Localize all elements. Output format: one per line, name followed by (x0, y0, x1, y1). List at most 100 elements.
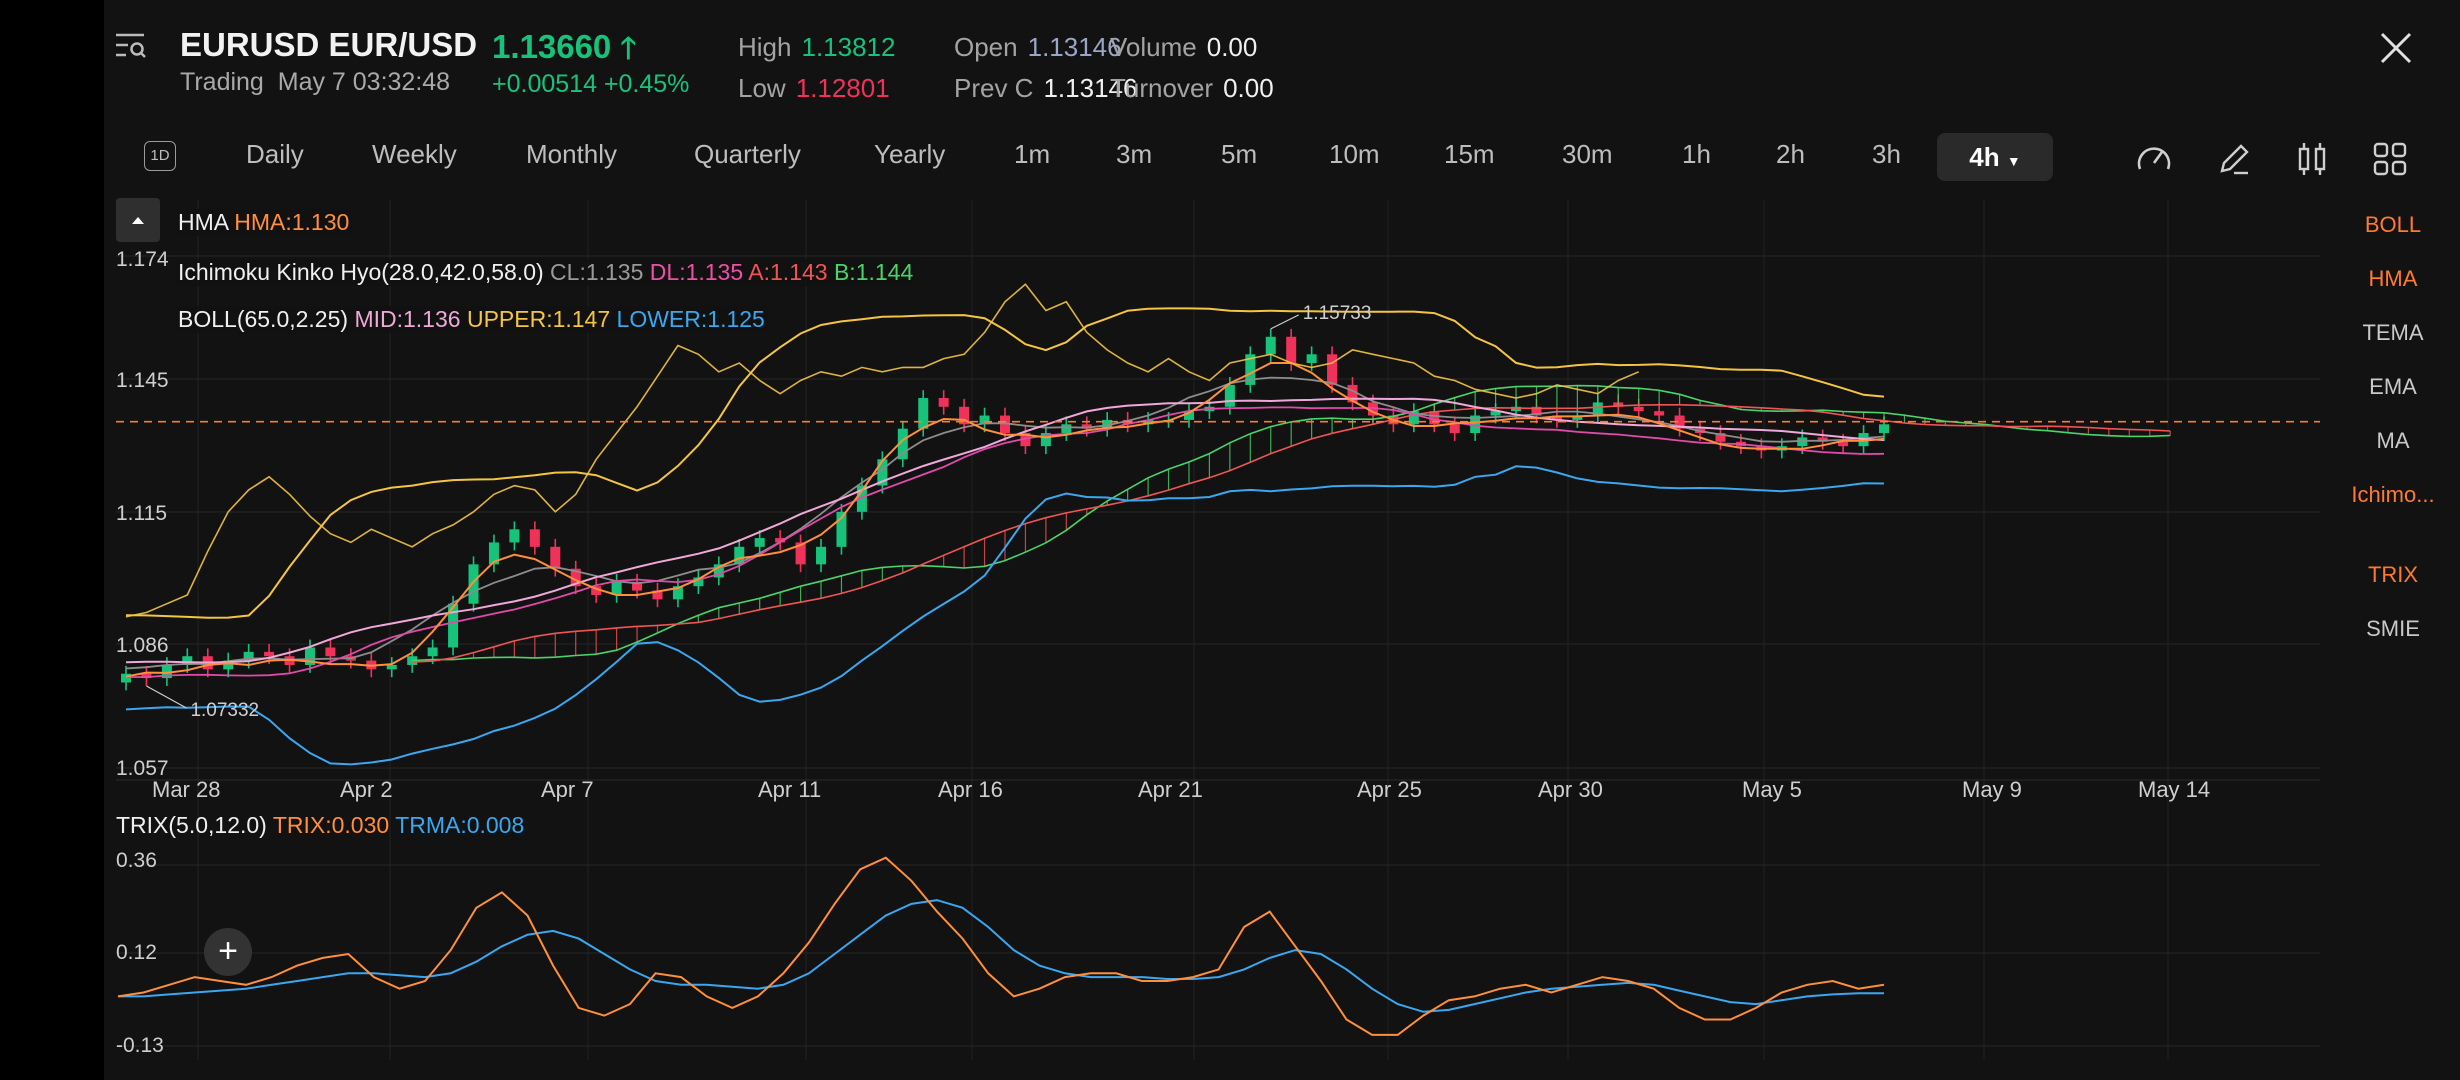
boll-mid-line (125, 397, 1885, 664)
ichimoku-b: B:1.144 (833, 259, 914, 285)
trading-status: Trading May 7 03:32:48 (180, 68, 450, 97)
change-value: +0.00514 (492, 70, 597, 98)
price-chart[interactable]: 1.15733 1.07332 (104, 0, 2460, 1080)
ichimoku-span-a (412, 384, 2171, 662)
tab-30m[interactable]: 30m (1562, 139, 1613, 169)
candle-body (141, 673, 152, 679)
tab-4h-label: 4h (1969, 142, 2000, 172)
max-price-annotation: 1.15733 (1303, 303, 1372, 324)
symbol-title: EURUSD EUR/USD (180, 26, 478, 63)
candle-body (672, 586, 683, 600)
indicator-smie[interactable]: SMIE (2366, 616, 2420, 641)
candle-body (816, 546, 827, 565)
candle-body (1306, 354, 1317, 364)
ichimoku-a: A:1.143 (748, 259, 828, 285)
candle-body (448, 603, 459, 648)
tab-2h[interactable]: 2h (1776, 139, 1805, 169)
ichimoku-cl: CL:1.135 (550, 259, 644, 285)
candle-icon[interactable] (2292, 139, 2332, 179)
indicator-hma[interactable]: HMA (2368, 266, 2418, 291)
tab-monthly[interactable]: Monthly (526, 139, 618, 169)
tab-weekly[interactable]: Weekly (372, 139, 457, 169)
candle-body (529, 529, 540, 547)
candle-body (1000, 415, 1010, 434)
candle-body (734, 546, 745, 565)
tab-1m[interactable]: 1m (1014, 139, 1051, 169)
tab-15m[interactable]: 15m (1444, 139, 1495, 169)
trix-value: TRIX:0.030 (272, 812, 390, 838)
candle-body (386, 664, 397, 670)
candle-body (1511, 406, 1522, 412)
tab-4h-active[interactable]: 4h ▼ (1937, 133, 2053, 181)
ichimoku-span-b (412, 404, 2171, 663)
ichimoku-base-line (125, 406, 1885, 679)
chart-app: EURUSD EUR/USD Trading May 7 03:32:48 1.… (104, 0, 2460, 1080)
candle-body (550, 546, 561, 569)
up-arrow-icon: 🡑 (620, 32, 637, 65)
x-tick-label: Apr 21 (1138, 777, 1203, 802)
candle-body (427, 647, 438, 657)
indicator-boll[interactable]: BOLL (2364, 212, 2422, 237)
grid-icon[interactable] (2370, 139, 2410, 179)
stat-open: Open 1.13146 (954, 32, 1122, 63)
candle-body (264, 651, 275, 657)
indicator-trix[interactable]: TRIX (2367, 562, 2419, 587)
indicator-ma[interactable]: MA (2376, 428, 2410, 453)
tab-daily[interactable]: Daily (246, 139, 304, 169)
ichimoku-legend: Ichimoku Kinko Hyo(28.0,42.0,58.0) CL:1.… (176, 259, 916, 286)
candle-body (1040, 433, 1051, 447)
hma-value: HMA:1.130 (234, 209, 350, 235)
tab-5m[interactable]: 5m (1221, 139, 1258, 169)
y-tick-label: 1.174 (116, 248, 169, 271)
collapse-indicators-button[interactable] (116, 198, 160, 242)
candle-body (938, 398, 949, 407)
max-annotation-leader (1270, 314, 1300, 330)
stat-prevc: Prev C 1.13146 (954, 73, 1137, 104)
tab-3m[interactable]: 3m (1116, 139, 1153, 169)
x-tick-label: Apr 25 (1357, 777, 1422, 802)
x-tick-label: May 9 (1962, 777, 2022, 802)
tab-3h[interactable]: 3h (1872, 139, 1901, 169)
candle-body (121, 673, 131, 683)
tab-10m[interactable]: 10m (1329, 139, 1380, 169)
candle-body (836, 511, 847, 547)
hma-name: HMA (178, 209, 228, 235)
x-tick-label: May 5 (1742, 777, 1802, 802)
min-price-annotation: 1.07332 (190, 700, 259, 721)
candle-body (1286, 336, 1297, 364)
candle-body (1551, 415, 1562, 420)
trma-value: TRMA:0.008 (395, 812, 525, 838)
hma-legend: HMA HMA:1.130 (176, 209, 352, 236)
tab-yearly[interactable]: Yearly (874, 139, 946, 169)
speed-icon[interactable] (2134, 139, 2174, 179)
candle-body (1245, 354, 1256, 385)
candle-body (1224, 384, 1235, 407)
indicator-tema[interactable]: TEMA (2362, 320, 2424, 345)
tab-1h[interactable]: 1h (1682, 139, 1711, 169)
stat-low-value: 1.12801 (795, 73, 890, 103)
candle-body (161, 664, 172, 679)
indicator-ema[interactable]: EMA (2369, 374, 2417, 399)
stat-turnover: Turnover 0.00 (1110, 73, 1274, 104)
candle-body (1797, 437, 1808, 447)
tab-quarterly[interactable]: Quarterly (694, 139, 801, 169)
close-icon[interactable] (2376, 28, 2416, 68)
candle-body (182, 656, 193, 665)
price-change: +0.00514 +0.45% (492, 70, 689, 99)
period-badge[interactable]: 1D (144, 141, 176, 171)
x-tick-label: Apr 30 (1538, 777, 1603, 802)
candle-body (1654, 411, 1665, 416)
trix-legend: TRIX(5.0,12.0) TRIX:0.030 TRMA:0.008 (116, 812, 524, 839)
boll-upper: UPPER:1.147 (466, 306, 611, 332)
chevron-down-icon: ▼ (2006, 153, 2021, 169)
candle-body (1490, 411, 1501, 416)
trix-y-tick: 0.36 (116, 849, 157, 872)
add-indicator-button[interactable]: + (204, 928, 252, 976)
candle-body (1143, 419, 1154, 425)
menu-search-icon[interactable] (114, 30, 148, 62)
price-value: 1.13660 (492, 28, 612, 65)
indicator-ichimoku[interactable]: Ichimo... (2351, 482, 2435, 507)
pencil-icon[interactable] (2214, 139, 2254, 179)
y-tick-label: 1.057 (116, 757, 169, 780)
status-text: Trading (180, 68, 264, 96)
